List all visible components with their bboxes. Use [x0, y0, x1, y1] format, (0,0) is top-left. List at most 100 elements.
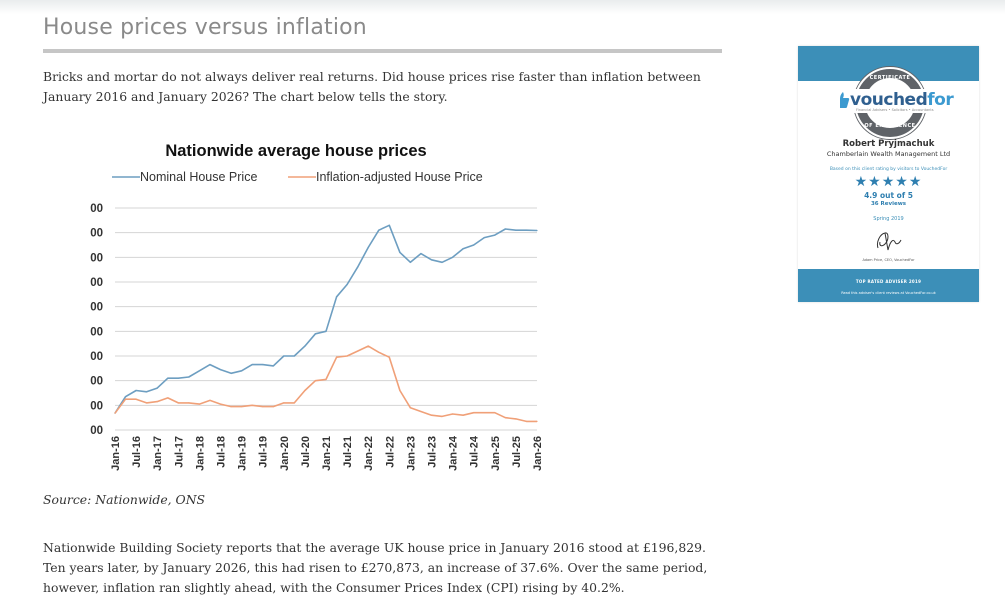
data-point-nominal — [167, 377, 169, 379]
rating-basis: Based on this client rating by visitors … — [829, 167, 948, 172]
certificate-bottom-band: TOP RATED ADVISER 2019 Read this adviser… — [798, 269, 979, 302]
thumbs-up-icon — [840, 92, 850, 108]
data-point-inflation-adjusted — [124, 398, 127, 400]
y-tick-label: £190,000 — [90, 425, 103, 437]
data-point-nominal — [483, 237, 485, 239]
data-point-nominal — [378, 229, 380, 231]
house-price-chart: Nationwide average house prices Nominal H… — [90, 142, 544, 471]
seal-bottom-text: OF EXCELLENCE — [864, 123, 916, 129]
data-point-nominal — [198, 370, 200, 372]
data-point-inflation-adjusted — [293, 402, 295, 404]
x-tick-label: Jan-22 — [363, 436, 375, 471]
data-point-inflation-adjusted — [335, 356, 338, 358]
x-tick-label: Jan-19 — [237, 436, 249, 471]
data-point-inflation-adjusted — [304, 389, 306, 392]
data-point-nominal — [452, 256, 454, 258]
award-season: Spring 2019 — [873, 216, 904, 222]
data-point-inflation-adjusted — [525, 420, 528, 422]
data-point-inflation-adjusted — [357, 350, 359, 352]
y-tick-label: £260,000 — [90, 252, 103, 264]
x-tick-label: Jan-21 — [321, 436, 333, 471]
legend-label-nominal: Nominal House Price — [140, 170, 257, 184]
x-tick-label: Jul-23 — [427, 436, 439, 468]
data-point-nominal — [515, 229, 517, 231]
signature-icon — [877, 232, 902, 251]
data-point-inflation-adjusted — [441, 415, 443, 418]
data-point-nominal — [357, 266, 359, 268]
data-point-inflation-adjusted — [515, 418, 517, 420]
data-point-nominal — [146, 391, 148, 393]
data-point-nominal — [441, 261, 443, 263]
data-point-nominal — [314, 333, 317, 335]
rating-score: 4.9 out of 5 — [864, 191, 913, 200]
y-tick-label: £220,000 — [90, 351, 103, 363]
data-point-inflation-adjusted — [388, 356, 390, 358]
data-point-inflation-adjusted — [177, 402, 179, 404]
data-point-inflation-adjusted — [230, 405, 232, 408]
data-point-inflation-adjusted — [504, 417, 506, 419]
legend-label-inflation-adjusted: Inflation-adjusted House Price — [316, 170, 483, 184]
data-point-nominal — [124, 396, 127, 398]
x-tick-label: Jul-21 — [342, 436, 354, 468]
data-point-nominal — [430, 259, 433, 261]
data-point-inflation-adjusted — [219, 403, 222, 405]
series-line-nominal — [114, 224, 538, 414]
rating-stars-icon: ★★★★★ — [854, 174, 923, 190]
data-point-nominal — [293, 355, 295, 357]
data-point-inflation-adjusted — [135, 398, 137, 400]
read-reviews-link[interactable]: Read this adviser's client reviews at Vo… — [841, 291, 936, 295]
data-point-inflation-adjusted — [146, 402, 148, 404]
data-point-inflation-adjusted — [399, 389, 401, 392]
data-point-nominal — [209, 364, 211, 366]
x-tick-label: Jan-16 — [110, 436, 122, 471]
title-underline — [43, 49, 722, 53]
x-tick-label: Jul-19 — [258, 436, 270, 468]
y-tick-label: £210,000 — [90, 376, 103, 388]
x-tick-label: Jan-26 — [532, 436, 544, 471]
x-tick-label: Jul-20 — [300, 436, 312, 468]
data-point-nominal — [188, 376, 190, 378]
data-point-inflation-adjusted — [367, 345, 369, 347]
y-tick-label: £240,000 — [90, 302, 103, 314]
data-point-inflation-adjusted — [430, 414, 433, 416]
data-point-nominal — [473, 244, 475, 246]
data-point-nominal — [304, 345, 306, 347]
vouchedfor-certificate[interactable]: CERTIFICATE OF EXCELLENCE vouchedfor Fin… — [798, 46, 979, 302]
data-point-inflation-adjusted — [188, 402, 190, 404]
data-point-nominal — [536, 229, 538, 232]
y-tick-label: £200,000 — [90, 400, 103, 412]
data-point-nominal — [219, 368, 222, 371]
x-tick-label: Jul-24 — [469, 435, 481, 468]
data-point-nominal — [409, 261, 411, 263]
data-point-nominal — [230, 372, 232, 374]
x-tick-label: Jul-18 — [216, 436, 228, 468]
data-point-inflation-adjusted — [167, 397, 169, 399]
y-tick-label: £230,000 — [90, 326, 103, 338]
y-tick-label: £280,000 — [90, 203, 103, 215]
data-point-nominal — [367, 246, 369, 249]
x-tick-label: Jan-20 — [279, 436, 291, 471]
data-point-inflation-adjusted — [209, 399, 211, 401]
review-count: 36 Reviews — [870, 201, 907, 207]
data-point-inflation-adjusted — [483, 412, 485, 414]
data-point-nominal — [251, 364, 253, 366]
chart-source: Source: Nationwide, ONS — [43, 492, 206, 507]
data-point-inflation-adjusted — [114, 412, 116, 414]
data-point-inflation-adjusted — [536, 420, 538, 422]
seal-top-text: CERTIFICATE — [869, 75, 911, 81]
vouchedfor-wordmark: vouchedfor — [850, 90, 954, 110]
brand-subtitle: Financial Advisers • Solicitors • Accoun… — [856, 108, 934, 112]
data-point-inflation-adjusted — [272, 405, 274, 408]
x-tick-label: Jul-16 — [131, 436, 143, 468]
x-tick-label: Jan-18 — [194, 436, 206, 471]
top-shade — [0, 0, 1005, 14]
data-point-inflation-adjusted — [251, 404, 253, 406]
data-point-inflation-adjusted — [420, 410, 422, 413]
data-point-inflation-adjusted — [262, 405, 264, 408]
data-point-nominal — [262, 364, 264, 366]
data-point-nominal — [525, 229, 528, 231]
data-point-inflation-adjusted — [473, 412, 475, 414]
data-point-nominal — [399, 251, 401, 253]
data-point-nominal — [420, 253, 422, 255]
adviser-company: Chamberlain Wealth Management Ltd — [826, 150, 951, 158]
